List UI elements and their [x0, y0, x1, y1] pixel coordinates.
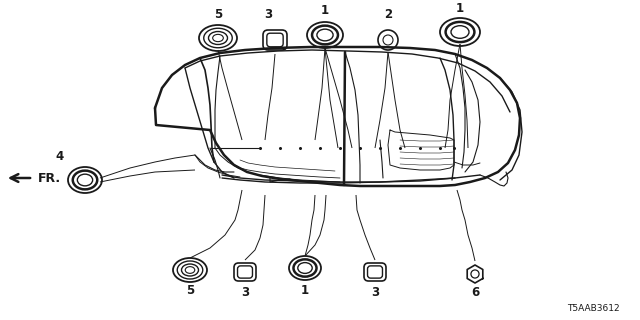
Text: 3: 3: [241, 285, 249, 299]
Text: 3: 3: [264, 7, 272, 20]
Text: FR.: FR.: [38, 172, 61, 185]
Text: 1: 1: [456, 2, 464, 14]
Text: 3: 3: [371, 285, 379, 299]
Text: 1: 1: [321, 4, 329, 17]
Text: T5AAB3612: T5AAB3612: [568, 304, 620, 313]
Text: 6: 6: [471, 286, 479, 300]
Text: 5: 5: [186, 284, 194, 297]
Text: 5: 5: [214, 9, 222, 21]
Text: 1: 1: [301, 284, 309, 298]
Text: 4: 4: [56, 150, 64, 164]
Text: 2: 2: [384, 7, 392, 20]
